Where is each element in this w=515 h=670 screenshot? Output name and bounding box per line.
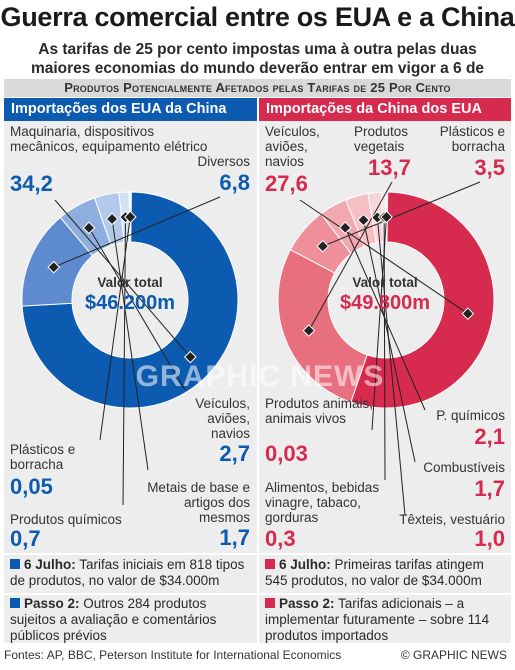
value-right-vegetables: 13,7 [368, 155, 411, 180]
donut-left [21, 191, 239, 409]
blue-square-icon [10, 598, 20, 608]
label-left-machinery: Maquinaria, dispositivos mecânicos, equi… [10, 124, 208, 154]
red-square-icon [265, 559, 275, 569]
leader-right-chemicals-line [344, 227, 426, 411]
notes-separator [4, 553, 511, 555]
leader-left-vehicles-line [88, 227, 186, 391]
label-left-plastics: Plásticos e borracha [10, 442, 76, 472]
section-banner: Produtos Potencialmente Afetados pelas T… [4, 79, 511, 97]
leader-right-chemicals-marker [338, 221, 352, 235]
leader-right-textiles-line [376, 217, 406, 516]
left-center-label: Valor total $46.200m [75, 275, 185, 315]
column-divider [257, 98, 259, 643]
left-note-2-text: Outros 284 produtos sujeitos a avaliação… [10, 596, 217, 643]
leader-right-fuels-marker [357, 213, 370, 227]
leader-left-diversos-line [53, 196, 221, 268]
leader-right-vegetables-marker [302, 324, 316, 337]
label-right-vegetables: Produtos vegetais [354, 124, 409, 154]
left-note-2: Passo 2: Outros 284 produtos sujeitos a … [10, 596, 252, 644]
right-note-1-strong: 6 Julho: [279, 557, 331, 572]
sources-footer: Fontes: AP, BBC, Peterson Institute for … [4, 648, 342, 662]
right-center-title: Valor total [352, 275, 418, 290]
value-right-vehicles: 27,6 [265, 171, 308, 196]
left-note-2-strong: Passo 2: [24, 596, 80, 611]
left-slice-0 [21, 191, 239, 409]
value-left-machinery: 34,2 [10, 171, 53, 196]
label-right-animals: Produtos animais, animais vivos [265, 396, 374, 426]
value-left-chemicals: 0,7 [10, 526, 41, 551]
leader-left-metals-line [111, 218, 149, 471]
value-right-food: 0,3 [265, 526, 296, 551]
value-left-vehicles: 2,7 [219, 441, 250, 466]
blue-square-icon [10, 559, 20, 569]
leader-left-diversos-marker [47, 260, 61, 274]
right-slice-1 [277, 248, 368, 403]
label-right-chemicals: P. químicos [436, 408, 505, 423]
leader-right-plastics-marker [316, 239, 330, 253]
leader-lines [47, 181, 481, 516]
right-center-label: Valor total $49.800m [330, 275, 440, 315]
leader-left-chemicals-line [122, 217, 126, 506]
label-left-metals: Metais de base e artigos dos mesmos [147, 480, 250, 525]
left-note-1-text: Tarifas iniciais em 818 tipos de produto… [10, 557, 245, 588]
right-note-2-strong: Passo 2: [279, 596, 335, 611]
leader-left-machinery-marker [183, 350, 197, 364]
left-note-1: 6 Julho: Tarifas iniciais em 818 tipos d… [10, 557, 252, 589]
label-right-vehicles: Veículos, aviões, navios [265, 124, 320, 169]
right-note-2: Passo 2: Tarifas adicionais – a implemen… [265, 596, 507, 644]
value-right-animals: 0,03 [265, 441, 308, 466]
leader-right-food-line [383, 217, 386, 481]
label-left-chemicals: Produtos químicos [10, 512, 122, 527]
value-right-textiles: 1,0 [474, 526, 505, 551]
left-note-1-strong: 6 Julho: [24, 557, 76, 572]
left-center-total: $46.200m [84, 292, 176, 314]
left-center-title: Valor total [97, 275, 163, 290]
value-left-plastics: 0,05 [10, 474, 53, 499]
label-left-diversos: Diversos [197, 154, 250, 169]
label-right-textiles: Têxteis, vestuário [399, 512, 505, 527]
leader-right-animals-marker [380, 210, 393, 224]
page-subtitle: As tarifas de 25 por cento impostas uma … [30, 41, 485, 96]
label-left-vehicles: Veículos, aviões, navios [195, 396, 250, 441]
leader-right-vehicles-marker [461, 307, 475, 321]
value-right-fuels: 1,7 [474, 476, 505, 501]
right-note-1: 6 Julho: Primeiras tarifas atingem 545 p… [265, 557, 507, 589]
value-right-plastics: 3,5 [474, 155, 505, 180]
leader-right-animals-line [371, 216, 388, 431]
leader-left-machinery-line [54, 199, 191, 358]
label-right-food: Alimentos, bebidas vinagre, tabaco, gord… [265, 480, 380, 525]
leader-left-metals-marker [105, 212, 119, 226]
right-note-2-text: Tarifas adicionais – a implementar futur… [265, 596, 490, 643]
leader-left-vehicles-marker [82, 221, 96, 235]
value-left-metals: 1,7 [219, 525, 250, 550]
leader-left-plastics-line [99, 216, 131, 441]
label-right-fuels: Combustíveis [423, 460, 505, 475]
leader-left-plastics-marker [123, 210, 137, 224]
right-note-1-text: Primeiras tarifas atingem 545 produtos, … [265, 557, 484, 588]
left-column-heading: Importações dos EUA da China [4, 98, 257, 121]
credit: © GRAPHIC NEWS [400, 648, 507, 662]
right-column-heading: Importações da China dos EUA [259, 98, 511, 121]
value-left-diversos: 6,8 [219, 170, 250, 195]
page-title: Guerra comercial entre os EUA e a China [0, 2, 515, 32]
value-right-chemicals: 2,1 [474, 424, 505, 449]
red-square-icon [265, 598, 275, 608]
right-center-total: $49.800m [339, 292, 431, 314]
notes-separator-2 [4, 593, 511, 595]
label-right-plastics: Plásticos e borracha [439, 124, 505, 154]
leader-right-vegetables-line [308, 181, 393, 331]
watermark: GRAPHIC NEWS [135, 360, 385, 393]
